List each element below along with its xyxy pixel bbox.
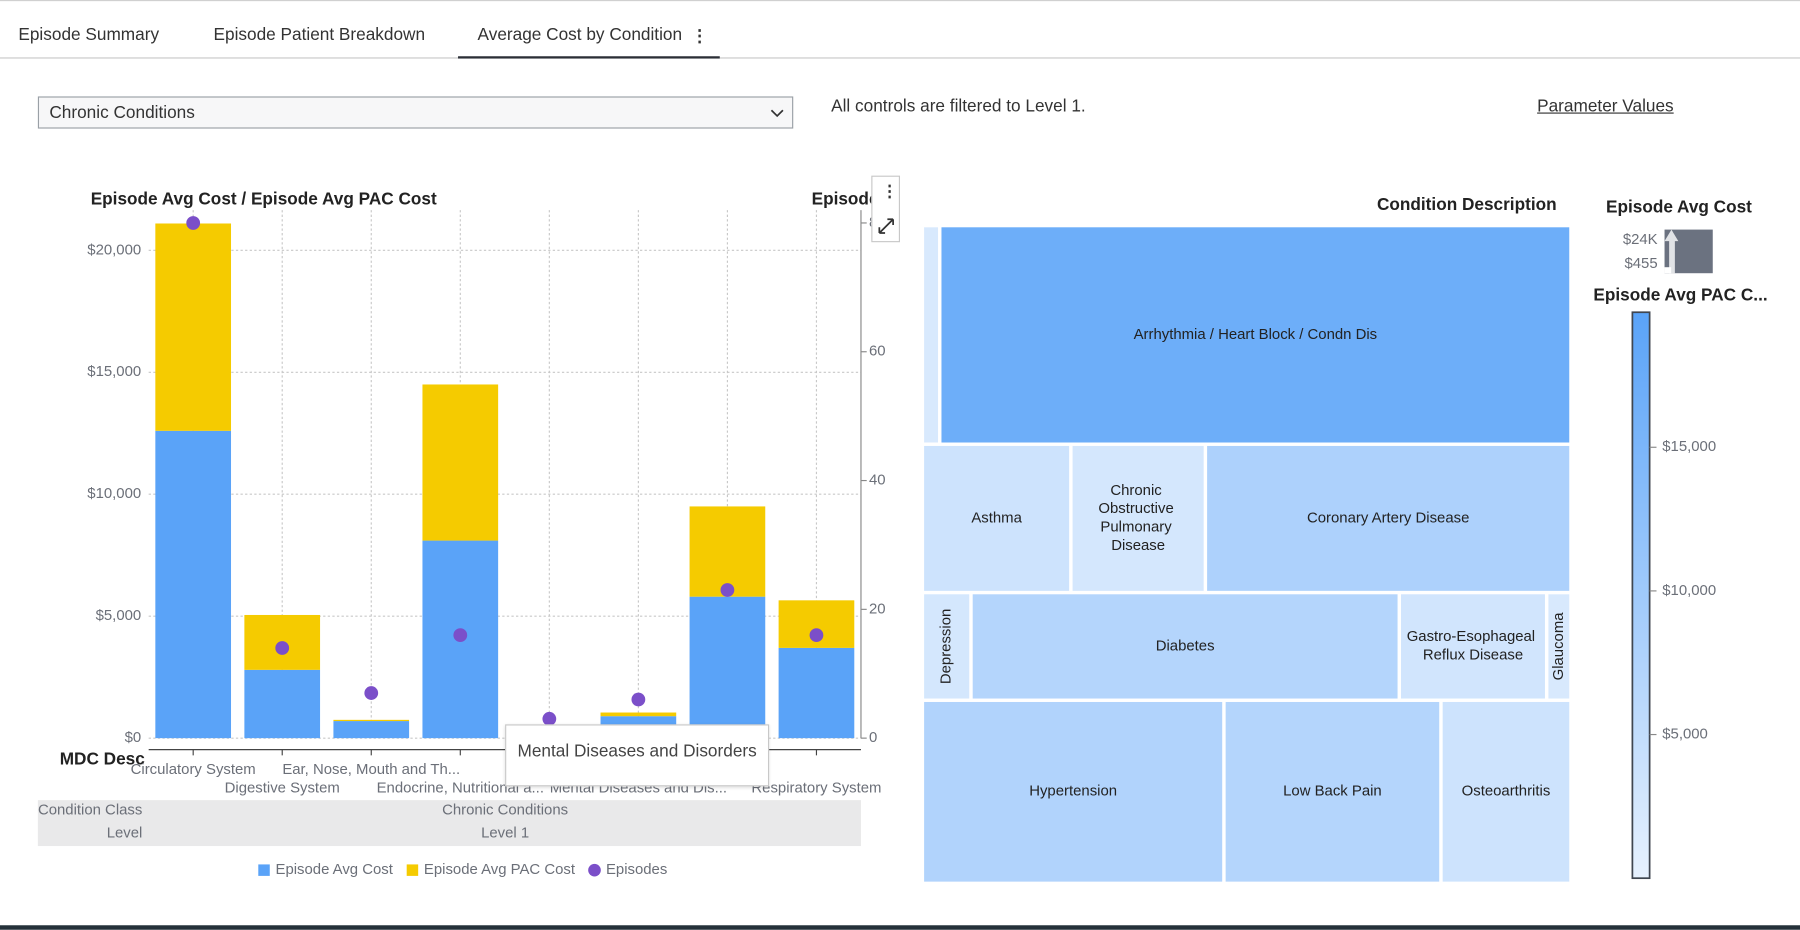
treemap-cell: [1072, 445, 1204, 591]
size-legend-min: [1664, 267, 1672, 274]
size-legend-arrow: [1664, 229, 1679, 274]
size-legend-title: Episode Avg Cost: [1606, 196, 1752, 216]
treemap-label: Arrhythmia / Heart Block / Condn Dis: [1134, 326, 1378, 343]
y-tick-label: $0: [125, 729, 142, 746]
y-axis-title: Episode Avg Cost / Episode Avg PAC Cost: [91, 188, 437, 208]
bar: [333, 721, 410, 739]
treemap-cell: [924, 445, 1070, 591]
treemap-label: Asthma: [971, 509, 1022, 526]
dropdown-value: Chronic Conditions: [49, 103, 195, 123]
y-tick-label: $15,000: [87, 363, 141, 380]
color-legend-bar: [1631, 311, 1651, 880]
y-tick-label: $20,000: [87, 241, 141, 258]
table-row-label: Condition Class: [38, 801, 142, 818]
episode-point: [364, 686, 379, 700]
treemap-cell: [924, 594, 970, 699]
treemap-label: Hypertension: [1029, 783, 1117, 800]
table-row-value: Level 1: [481, 824, 529, 841]
tab-bar-border: [0, 57, 1800, 59]
color-legend-label: $5,000: [1662, 725, 1708, 742]
treemap-label: Glaucoma: [1550, 612, 1567, 681]
episode-point: [631, 692, 646, 707]
legend-label: Episodes: [606, 861, 667, 878]
y2-tick-label: 20: [869, 600, 886, 617]
color-legend-title: Episode Avg PAC C...: [1593, 285, 1767, 305]
bar: [689, 596, 766, 739]
size-legend-label: $455: [1624, 255, 1657, 272]
bar: [689, 506, 766, 597]
tab-menu[interactable]: ⋮: [691, 26, 709, 46]
dropdown[interactable]: Chronic Conditions: [37, 96, 794, 129]
legend-swatch: [258, 864, 270, 876]
treemap-label: Depression: [938, 609, 955, 684]
legend-label: Episode Avg PAC Cost: [424, 861, 576, 878]
bar: [778, 647, 855, 739]
x-tick-label: Digestive System: [225, 780, 340, 797]
episode-point: [453, 628, 468, 642]
treemap-label: Gastro-Esophageal Reflux Disease: [1407, 628, 1540, 663]
tab[interactable]: Episode Summary: [18, 25, 160, 45]
treemap-title: Condition Description: [1377, 194, 1557, 214]
bar: [244, 669, 321, 739]
treemap-label: Coronary Artery Disease: [1307, 509, 1469, 526]
tab[interactable]: Episode Patient Breakdown: [213, 25, 426, 45]
color-legend-label: $15,000: [1662, 438, 1716, 455]
treemap-label: Diabetes: [1156, 637, 1215, 654]
treemap-cell: [1225, 701, 1440, 882]
episode-point: [275, 641, 290, 655]
legend-swatch: [588, 863, 601, 877]
treemap-cell: [941, 227, 1570, 443]
tooltip: Mental Diseases and Disorders: [505, 724, 770, 787]
chart-toolbar: ⋮: [871, 175, 900, 243]
filter-note: All controls are filtered to Level 1.: [831, 96, 1086, 116]
y-tick-label: $5,000: [96, 607, 142, 624]
x-tick-label: Respiratory System: [751, 780, 881, 797]
y2-axis-title: Episodes: [812, 188, 888, 208]
treemap-cell: [1442, 701, 1570, 882]
treemap-cell: [972, 594, 1398, 699]
y2-tick-label: 60: [869, 343, 886, 360]
treemap-cell: [924, 701, 1223, 882]
treemap-label: Low Back Pain: [1283, 783, 1382, 800]
episode-point: [186, 216, 201, 230]
episode-point: [720, 583, 735, 597]
treemap-cell: [1207, 445, 1570, 591]
bottom-bar: [0, 925, 1800, 930]
table-row-value: Chronic Conditions: [442, 801, 568, 818]
bar: [155, 430, 232, 739]
y2-tick-label: 40: [869, 471, 886, 488]
episode-point: [809, 628, 824, 642]
dropdown-chevron: [770, 109, 784, 118]
legend-label: Episode Avg Cost: [276, 861, 394, 878]
expand-button[interactable]: [877, 217, 895, 235]
episode-point: [542, 711, 557, 726]
size-legend-label: $24K: [1623, 231, 1658, 248]
x-tick-label: Ear, Nose, Mouth and Th...: [282, 761, 460, 778]
legend-swatch: [406, 864, 419, 876]
bar: [155, 223, 232, 431]
y2-tick-label: 0: [869, 729, 877, 746]
treemap-cell: [1548, 594, 1570, 699]
tab-active[interactable]: Average Cost by Condition: [477, 25, 683, 45]
treemap-cell: [924, 227, 939, 443]
top-border: [0, 0, 1800, 2]
tab-underline: [458, 56, 720, 59]
bar: [422, 384, 499, 541]
table-row-label: Level: [107, 824, 143, 841]
chart-menu[interactable]: ⋮: [881, 181, 898, 200]
bar: [333, 719, 410, 722]
bar: [600, 712, 677, 717]
treemap-label: Osteoarthritis: [1462, 783, 1551, 800]
x-axis-title: MDC Desc: [60, 748, 146, 768]
color-legend-label: $10,000: [1662, 582, 1716, 599]
treemap-label: Chronic Obstructive Pulmonary Disease: [1098, 482, 1178, 554]
y-tick-label: $10,000: [87, 485, 141, 502]
parameter-link[interactable]: Parameter Values: [1537, 96, 1674, 116]
treemap-cell: [1401, 594, 1545, 699]
x-tick-label: Circulatory System: [131, 761, 256, 778]
x-tick-label: Endocrine, Nutritional a...: [377, 780, 544, 797]
info-table: [37, 800, 861, 847]
